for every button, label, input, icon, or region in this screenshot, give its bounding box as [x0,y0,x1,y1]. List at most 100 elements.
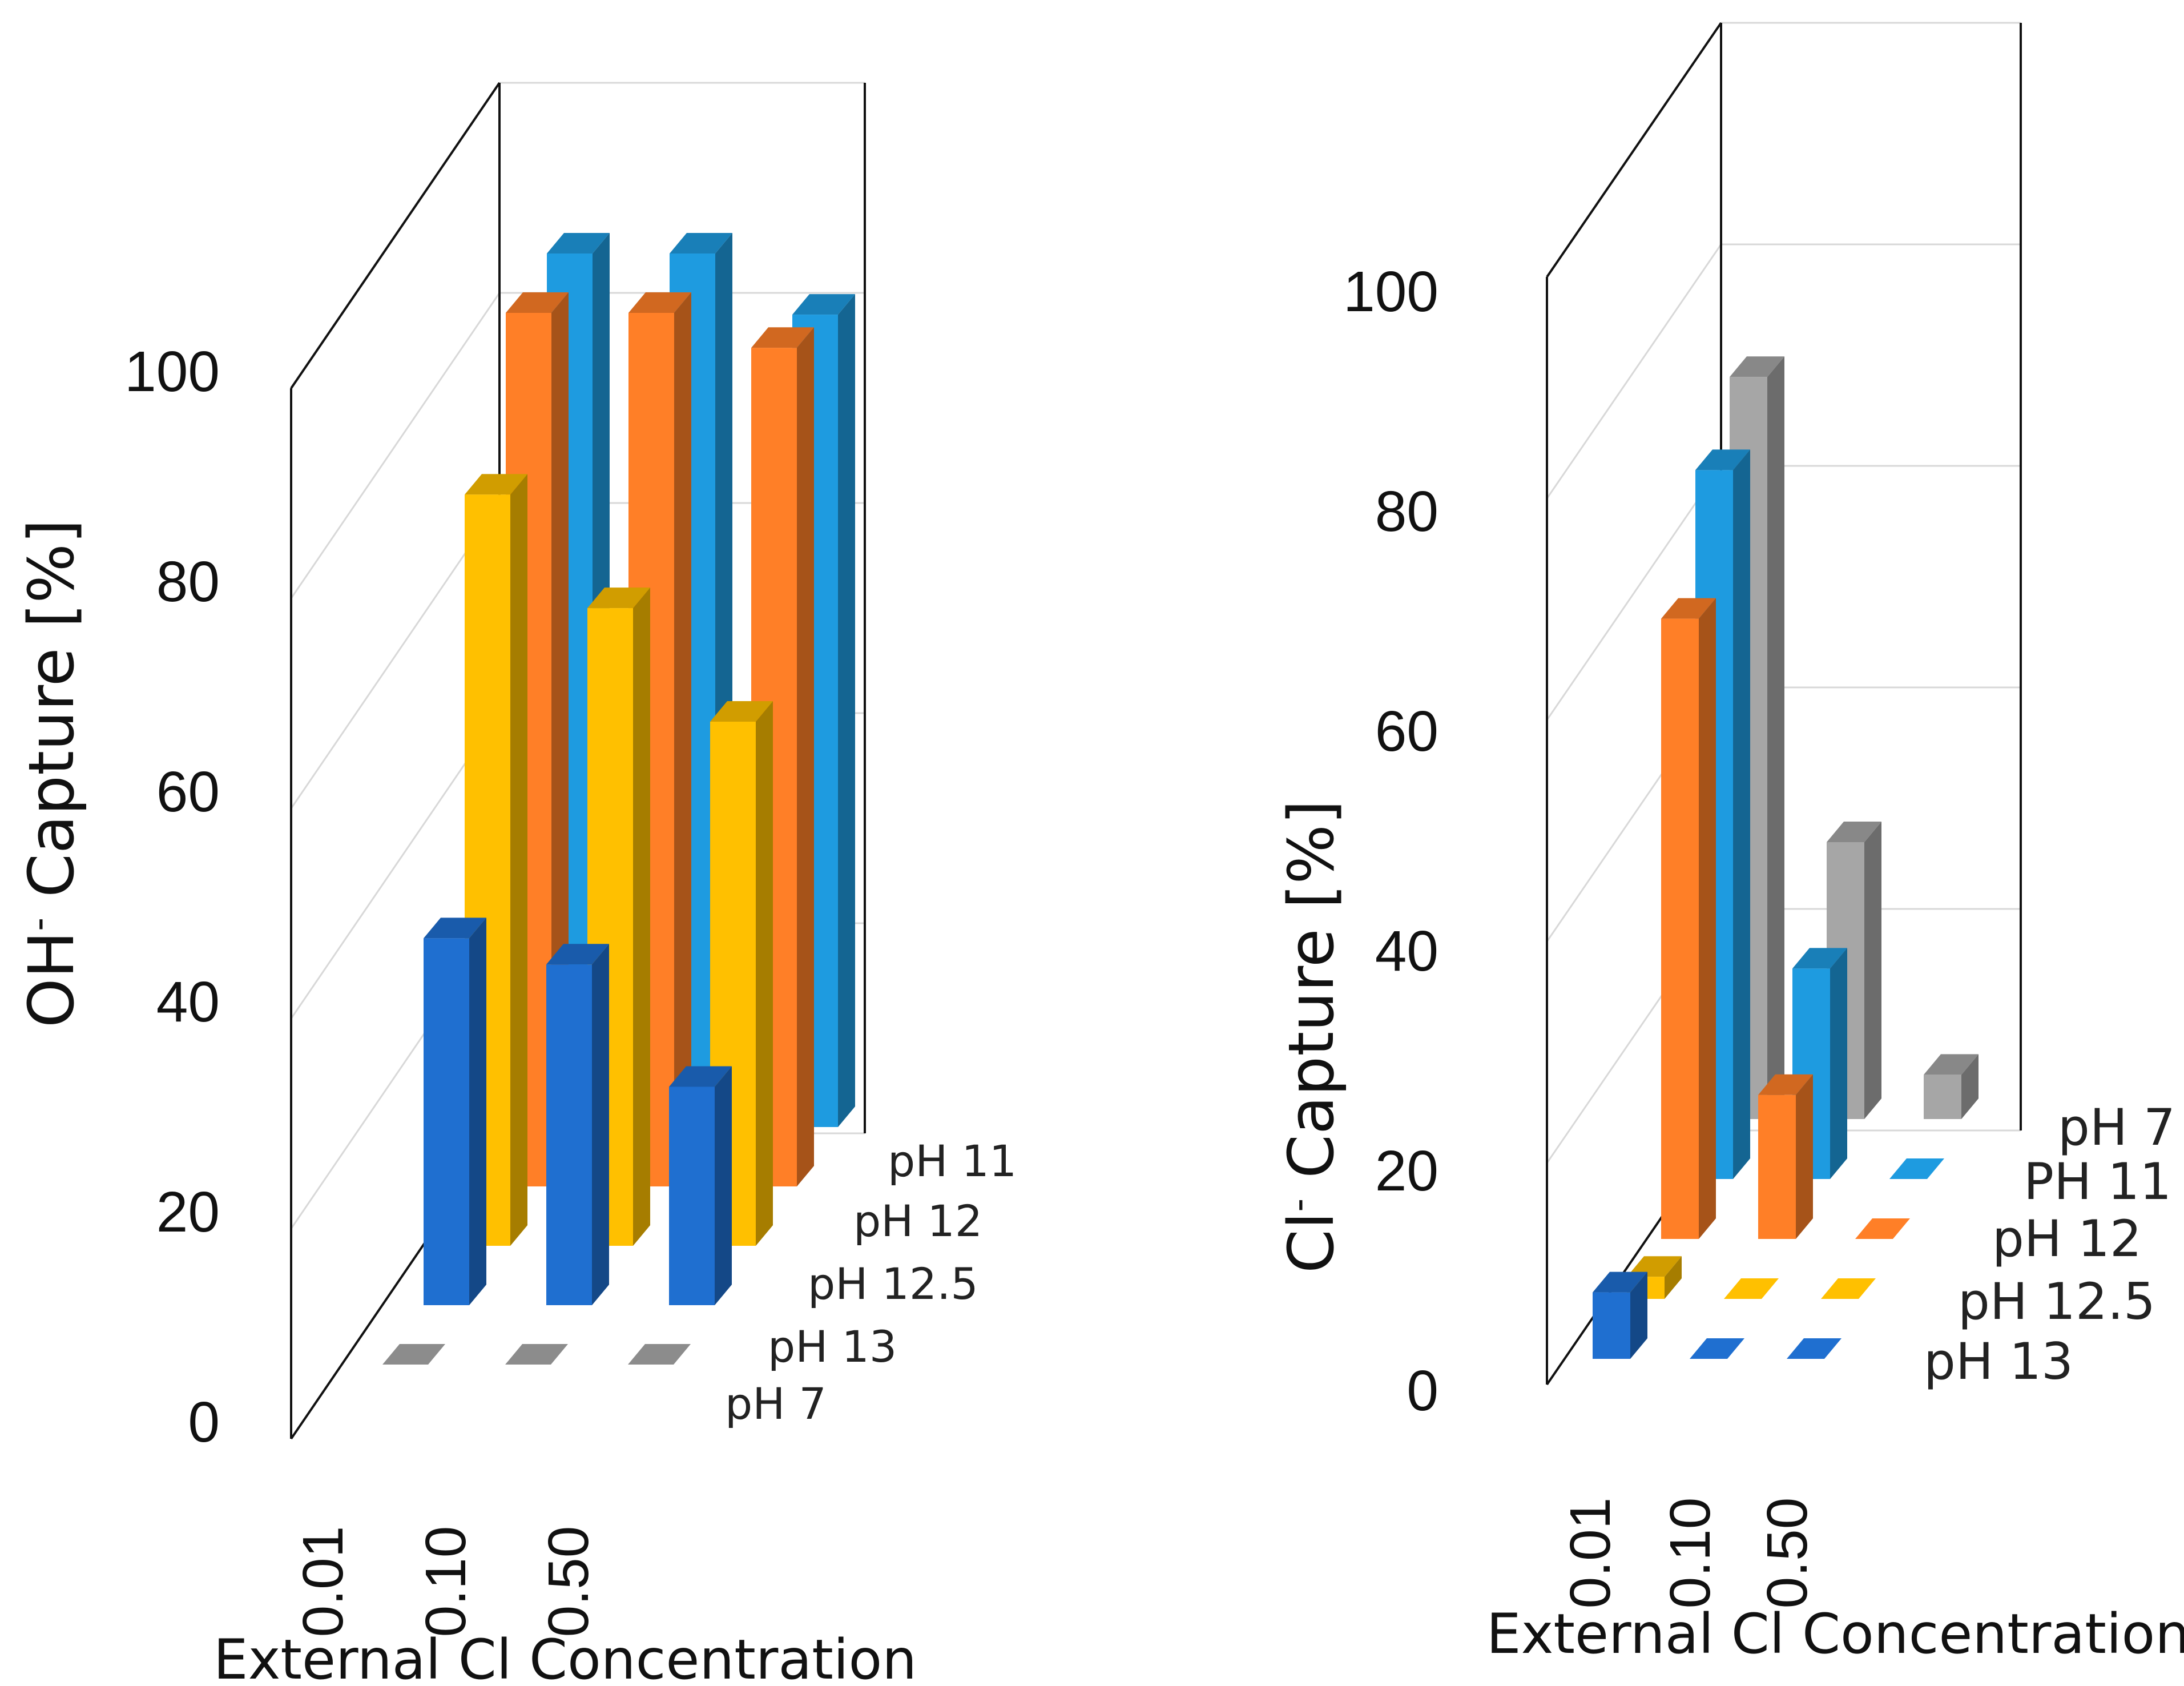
bar-ph-13 [546,944,609,1305]
left-chart-labels: OH- Capture [%] External Cl Concentratio… [15,340,1017,1686]
bar-ph-7 [505,1344,568,1365]
bar-front-face [1661,618,1699,1239]
bar-side-face [1699,598,1716,1239]
bar-ph-12 [1661,598,1716,1239]
right-x-axis-title: External Cl Concentration [1486,1602,2184,1666]
bar-ph-7 [1924,1054,1979,1119]
left-y-axis-title: OH- Capture [%] [15,519,88,1028]
series-label: pH 12.5 [808,1258,978,1309]
bar-ph-12 [1758,1074,1813,1239]
bar-ph-7 [628,1344,691,1365]
bar-top-face [1695,449,1750,470]
bar-side-face [1733,449,1750,1179]
bar-floor-tile [382,1344,445,1365]
right-chart-bars [1593,356,1979,1359]
y-tick-label: 80 [1375,480,1438,544]
bar-top-face [751,327,814,348]
bar-top-face [424,918,486,939]
bar-floor-tile [1855,1218,1910,1239]
bar-side-face [1796,1074,1813,1239]
bar-side-face [838,294,855,1127]
series-label: pH 7 [2058,1098,2175,1157]
bar-ph-11 [1889,1158,1944,1179]
bar-top-face [506,292,569,313]
category-label: 0.50 [537,1526,601,1637]
bar-ph-13 [1593,1271,1647,1359]
bar-top-face [547,233,610,253]
series-label: pH 7 [725,1378,827,1429]
bar-side-face [797,327,814,1187]
y-tick-label: 80 [156,550,220,614]
category-label: 0.50 [1755,1498,1819,1609]
side-gridline [290,292,501,599]
bar-top-face [628,292,691,313]
y-tick-label: 0 [1407,1359,1438,1423]
bar-floor-tile [1889,1158,1944,1179]
series-label: pH 12.5 [1958,1272,2155,1331]
series-label: PH 11 [2024,1152,2171,1211]
bar-side-face [633,588,650,1246]
bar-side-face [756,701,773,1246]
bar-side-face [1830,948,1847,1179]
bar-ph-13 [424,918,486,1305]
y-tick-label: 100 [124,340,220,404]
bar-ph-12.5 [1724,1278,1779,1299]
bar-front-face [1593,1292,1630,1359]
y-tick-label: 100 [1343,260,1438,324]
bar-front-face [1758,1095,1796,1239]
bar-ph-12.5 [1821,1278,1876,1299]
top-diagonal-edge [290,82,501,389]
bar-side-face [674,292,691,1186]
series-label: pH 12 [1992,1209,2142,1268]
top-diagonal-edge [1546,22,1722,278]
bar-side-face [715,1066,732,1305]
bar-front-face [669,1087,715,1305]
bar-top-face [669,1066,732,1087]
bar-floor-tile [1690,1338,1744,1359]
bar-side-face [1665,1256,1682,1299]
bar-ph-13 [1690,1338,1744,1359]
series-label: pH 13 [768,1321,897,1372]
bar-ph-12 [506,292,569,1186]
bar-ph-12.5 [465,474,527,1246]
bar-top-face [1661,598,1716,619]
bar-top-face [1593,1271,1647,1293]
left-x-axis-title: External Cl Concentration [213,1628,917,1686]
cl-capture-chart: Cl- Capture [%] External Cl Concentratio… [1275,22,2184,1666]
bar-top-face [1730,356,1784,377]
right-chart-labels: Cl- Capture [%] External Cl Concentratio… [1275,260,2184,1666]
bar-side-face [1767,356,1784,1120]
y-tick-label: 60 [1375,699,1438,763]
bar-floor-tile [1787,1338,1842,1359]
side-gridline [1546,465,1722,721]
bar-side-face [469,918,486,1305]
y-tick-label: 20 [1375,1139,1438,1203]
right-y-axis-title: Cl- Capture [%] [1275,800,1348,1273]
oh-capture-chart: OH- Capture [%] External Cl Concentratio… [15,82,1017,1686]
bar-ph-7 [382,1344,445,1365]
bar-ph-12 [1855,1218,1910,1239]
series-label: pH 12 [853,1196,982,1246]
bar-top-face [465,474,527,495]
y-tick-label: 40 [1375,919,1438,983]
bar-ph-13 [669,1066,732,1305]
bar-side-face [592,944,609,1305]
bar-top-face [670,233,732,253]
bar-top-face [1792,948,1847,969]
bar-top-face [710,701,773,722]
bar-front-face [546,964,592,1305]
bar-side-face [510,474,527,1246]
bar-top-face [1758,1074,1813,1095]
bar-floor-tile [1821,1278,1876,1299]
bar-floor-tile [505,1344,568,1365]
bar-top-face [1827,822,1881,842]
left-chart-bars [382,233,855,1365]
y-tick-label: 40 [156,970,220,1034]
category-label: 0.01 [291,1526,355,1637]
category-label: 0.10 [1658,1498,1722,1609]
bar-front-face [424,938,469,1305]
side-gridline [1546,244,1722,499]
bar-floor-tile [1724,1278,1779,1299]
y-tick-label: 60 [156,760,220,824]
